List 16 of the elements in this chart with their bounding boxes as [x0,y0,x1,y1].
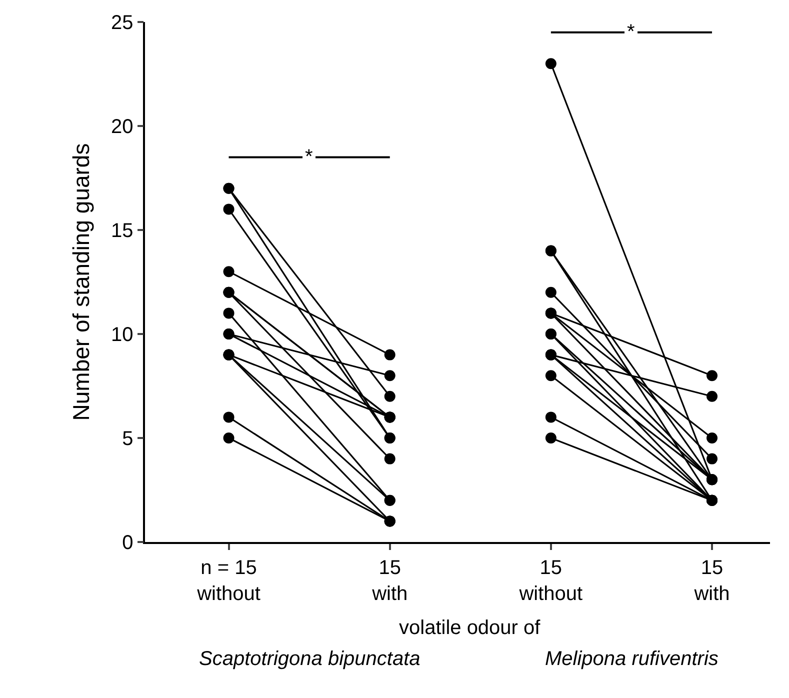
y-tick-label: 15 [111,220,134,242]
text: Scaptotrigona bipunctata [199,648,420,670]
x-tick-label: n = 15 without [196,556,261,605]
y-tick-label: 0 [122,532,134,554]
y-tick-label: 10 [111,324,134,346]
y-axis-title: Number of standing guards [68,143,94,421]
y-tick-label: 5 [122,428,134,450]
x-tick-label: 15 with [371,556,408,605]
y-tick-label: 20 [111,116,134,138]
annotation: * [627,21,635,43]
text: Melipona rufiventris [545,648,718,670]
y-tick-label: 25 [111,12,134,34]
text: volatile odour of [399,617,541,639]
x-tick-label: 15 with [693,556,730,605]
x-tick-label: 15 without [518,556,584,605]
annotation: * [305,146,313,168]
